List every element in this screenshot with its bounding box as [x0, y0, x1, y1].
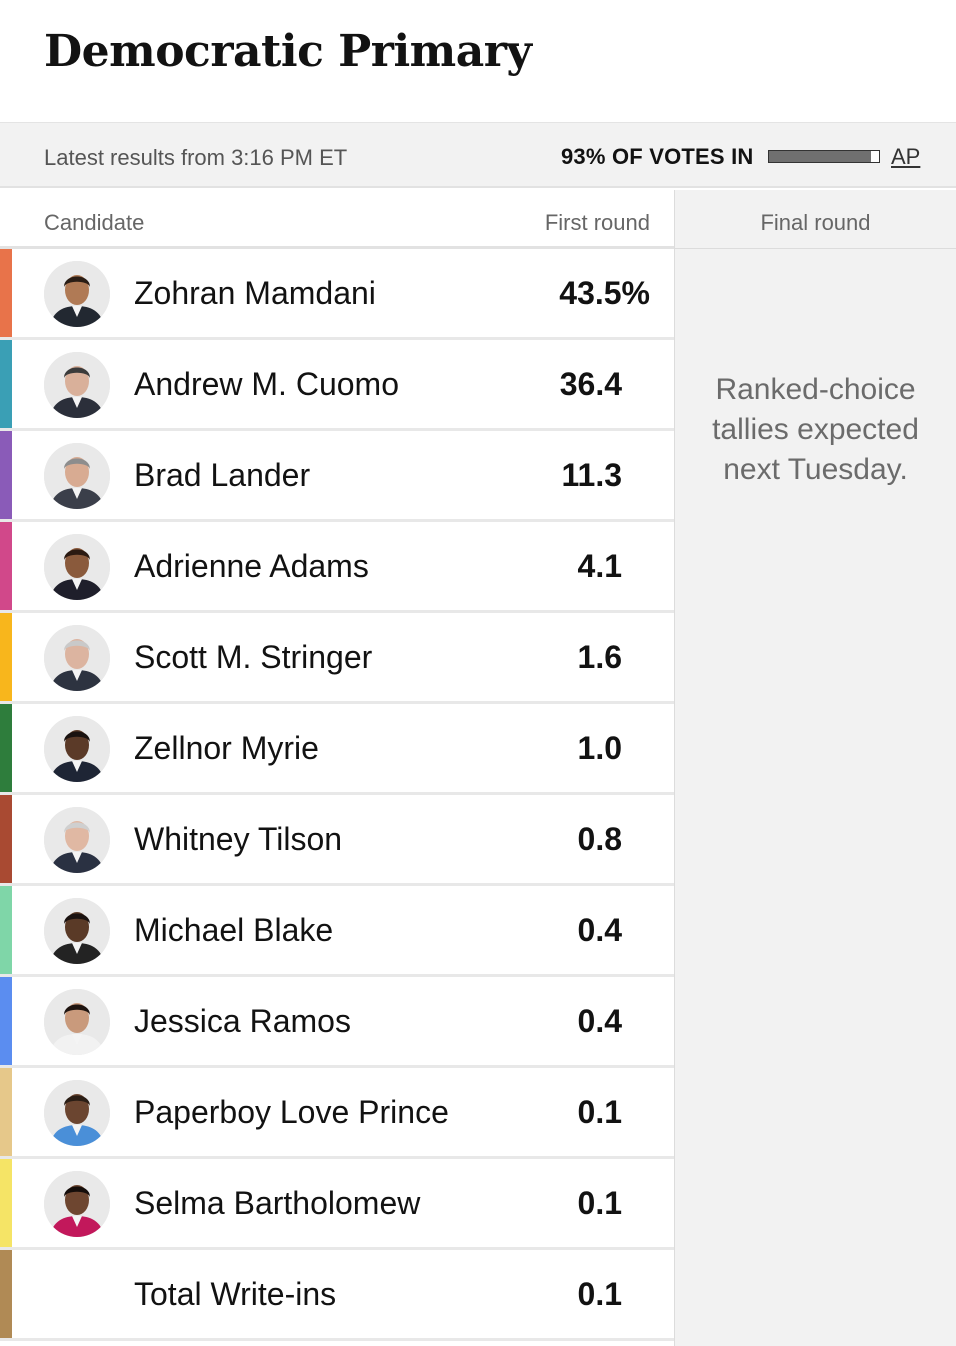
final-round-note: Ranked-choice tallies expected next Tues… — [712, 373, 919, 486]
candidate-row: Brad Lander 11.3 — [0, 431, 674, 522]
votes-reported-label: 93% OF VOTES IN — [561, 144, 754, 169]
first-round-percent: 0.1 — [577, 1185, 622, 1221]
candidate-row: Whitney Tilson 0.8 — [0, 795, 674, 886]
first-round-percent: 0.4 — [577, 912, 622, 948]
first-round-percent: 43.5% — [559, 275, 650, 311]
candidate-row: Zohran Mamdani 43.5% — [0, 249, 674, 340]
first-round-percent: 4.1 — [577, 548, 622, 584]
candidate-name: Paperboy Love Prince — [134, 1094, 449, 1130]
first-round-percent: 0.4 — [577, 1003, 622, 1039]
candidate-name: Scott M. Stringer — [134, 639, 373, 675]
last-updated-text: Latest results from 3:16 PM ET — [44, 145, 348, 170]
candidate-avatar — [44, 261, 110, 327]
candidate-color-swatch — [0, 1250, 12, 1338]
candidate-name: Jessica Ramos — [134, 1003, 351, 1039]
candidate-name: Michael Blake — [134, 912, 334, 948]
column-header-candidate: Candidate — [44, 210, 145, 235]
candidate-avatar — [44, 625, 110, 691]
first-round-percent: 1.0 — [577, 730, 622, 766]
source-ap-link[interactable]: AP — [891, 144, 921, 169]
candidate-avatar — [44, 352, 110, 418]
candidate-avatar — [44, 1080, 110, 1146]
candidate-name: Total Write-ins — [134, 1276, 337, 1312]
candidate-row: Zellnor Myrie 1.0 — [0, 704, 674, 795]
candidate-name: Zellnor Myrie — [134, 730, 319, 766]
candidate-avatar — [44, 898, 110, 964]
candidate-color-swatch — [0, 522, 12, 610]
candidate-color-swatch — [0, 340, 12, 428]
page-title: Democratic Primary — [44, 26, 532, 77]
votes-reported-progress-bar — [768, 150, 880, 163]
first-round-percent: 1.6 — [577, 639, 622, 675]
candidate-avatar — [44, 807, 110, 873]
candidate-row: Scott M. Stringer 1.6 — [0, 613, 674, 704]
first-round-percent: 0.1 — [577, 1276, 622, 1312]
candidate-row: Selma Bartholomew 0.1 — [0, 1159, 674, 1250]
candidate-avatar — [44, 1171, 110, 1237]
candidate-name: Whitney Tilson — [134, 821, 343, 857]
column-header-first-round: First round — [544, 210, 650, 235]
candidate-row: Jessica Ramos 0.4 — [0, 977, 674, 1068]
candidate-avatar — [44, 989, 110, 1055]
candidate-name: Adrienne Adams — [134, 548, 369, 584]
final-round-divider — [675, 248, 956, 249]
first-round-percent: 0.8 — [577, 821, 622, 857]
first-round-percent: 0.1 — [577, 1094, 622, 1130]
candidate-color-swatch — [0, 249, 12, 337]
progress-fill — [769, 151, 872, 162]
candidate-color-swatch — [0, 1159, 12, 1247]
status-bar: Latest results from 3:16 PM ET 93% OF VO… — [0, 122, 956, 188]
first-round-percent: 11.3 — [561, 457, 622, 493]
candidate-avatar — [44, 534, 110, 600]
candidate-row: Michael Blake 0.4 — [0, 886, 674, 977]
candidate-name: Brad Lander — [134, 457, 311, 493]
first-round-percent: 36.4 — [559, 366, 622, 402]
candidate-color-swatch — [0, 613, 12, 701]
header-divider — [0, 246, 674, 249]
final-round-column: Final round Ranked-choice tallies expect… — [674, 190, 956, 1346]
candidate-row: Adrienne Adams 4.1 — [0, 522, 674, 613]
candidate-avatar — [44, 443, 110, 509]
candidate-row: Paperboy Love Prince 0.1 — [0, 1068, 674, 1159]
candidate-color-swatch — [0, 977, 12, 1065]
candidate-row: Total Write-ins 0.1 — [0, 1250, 674, 1341]
candidate-color-swatch — [0, 431, 12, 519]
column-header-final-round: Final round — [760, 210, 871, 235]
candidate-name: Zohran Mamdani — [134, 275, 376, 311]
candidate-avatar — [44, 716, 110, 782]
candidate-name: Selma Bartholomew — [134, 1185, 421, 1221]
candidate-name: Andrew M. Cuomo — [134, 366, 399, 402]
candidate-row: Andrew M. Cuomo 36.4 — [0, 340, 674, 431]
candidate-color-swatch — [0, 886, 12, 974]
candidate-color-swatch — [0, 795, 12, 883]
candidate-color-swatch — [0, 1068, 12, 1156]
candidate-color-swatch — [0, 704, 12, 792]
results-table: Zohran Mamdani 43.5% Andrew M. Cuomo 36.4 Br… — [0, 249, 674, 1341]
